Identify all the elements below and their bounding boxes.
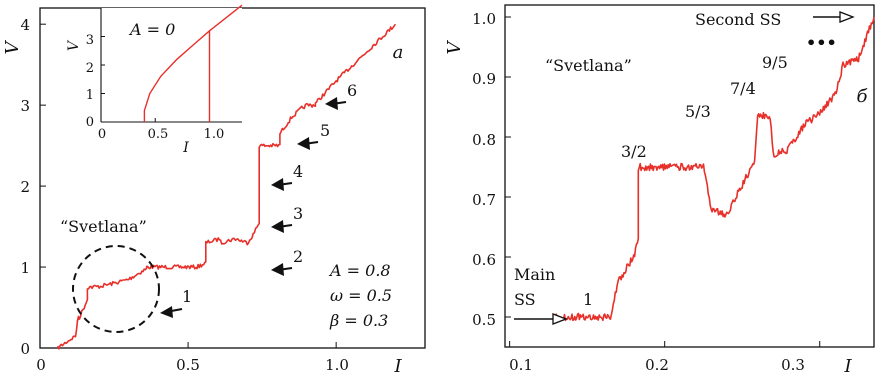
- b-ss-label: SS: [514, 290, 536, 309]
- b-x-tick-label-1: 0.2: [645, 356, 669, 374]
- a-y-tick-label-4: 4: [20, 16, 30, 34]
- a-step-label-2: 2: [293, 247, 303, 266]
- a-param-A: A = 0.8: [328, 261, 391, 280]
- b-x-axis-label: I: [843, 356, 852, 377]
- b-label-7-4: 7/4: [730, 79, 756, 98]
- b-main-label: Main: [514, 265, 555, 284]
- panel-b-ticks: [505, 16, 821, 347]
- inset-x-tick-2: 1.0: [204, 127, 225, 142]
- a-step-label-4: 4: [293, 162, 303, 181]
- a-step-label-3: 3: [293, 204, 303, 223]
- inset-y-label: V: [66, 39, 82, 51]
- a-arrow-3: [271, 220, 293, 233]
- a-step-label-5: 5: [320, 121, 330, 140]
- a-arrow-6: [325, 97, 347, 110]
- inset-chart: 0 0.5 1.0 I 0 1 2 3 V A = 0: [66, 4, 243, 156]
- a-y-axis-label: V: [2, 40, 23, 55]
- a-param-omega: ω = 0.5: [330, 286, 392, 305]
- b-y-tick-label-3: 0.8: [472, 131, 496, 149]
- b-y-tick-label-1: 0.6: [472, 251, 496, 269]
- a-svetlana-label: “Svetlana”: [60, 217, 147, 236]
- inset-x-tick-0: 0: [98, 127, 106, 142]
- a-x-axis-label: I: [393, 356, 402, 377]
- b-y-tick-label-5: 1.0: [472, 10, 496, 28]
- inset-x-label: I: [182, 140, 189, 156]
- inset-x-tick-1: 0.5: [148, 127, 169, 142]
- a-step-label-6: 6: [347, 81, 357, 100]
- a-arrow-4: [271, 178, 293, 191]
- a-arrow-1: [160, 306, 183, 318]
- svetlana-circle: [72, 245, 160, 333]
- panel-b-frame: [504, 4, 875, 348]
- b-label-5-3: 5/3: [685, 102, 711, 121]
- inset-y-tick-1: 1: [86, 88, 94, 103]
- a-x-tick-label-1: 0.5: [176, 356, 200, 374]
- b-label-1: 1: [583, 290, 593, 309]
- b-y-tick-label-2: 0.7: [472, 191, 496, 209]
- a-panel-label: a: [393, 42, 404, 63]
- b-label-9-5: 9/5: [762, 53, 788, 72]
- panel-b: 0.1 0.2 0.3 I 0.5 0.6 0.7 0.8 0.9 1.0 V …: [444, 4, 875, 377]
- b-main-ss-arrow: [514, 313, 568, 325]
- panel-b-series-line: [555, 16, 875, 322]
- b-panel-label: б: [857, 86, 869, 107]
- panel-a-ticks: [40, 23, 337, 348]
- a-y-tick-label-1: 1: [20, 259, 30, 277]
- b-x-tick-label-2: 0.3: [781, 356, 805, 374]
- b-ellipsis: •••: [806, 33, 837, 52]
- a-y-tick-label-3: 3: [20, 97, 30, 115]
- panel-a-series-line: [57, 23, 397, 350]
- b-y-tick-label-4: 0.9: [472, 70, 496, 88]
- inset-y-tick-3: 3: [86, 33, 94, 48]
- a-x-tick-label-2: 1.0: [325, 356, 349, 374]
- a-y-tick-label-0: 0: [20, 340, 30, 358]
- inset-y-tick-2: 2: [86, 61, 94, 76]
- inset-series-line: [143, 4, 243, 122]
- b-y-tick-label-0: 0.5: [472, 311, 496, 329]
- a-step-label-1: 1: [182, 287, 192, 306]
- inset-y-tick-0: 0: [86, 115, 94, 130]
- inset-title: A = 0: [128, 20, 175, 39]
- b-svetlana-label: “Svetlana”: [545, 56, 632, 75]
- a-y-tick-label-2: 2: [20, 178, 30, 196]
- b-y-axis-label: V: [444, 40, 465, 55]
- b-second-ss-arrow: [813, 11, 855, 23]
- b-x-tick-label-0: 0.1: [509, 356, 533, 374]
- a-arrow-2: [271, 263, 293, 276]
- a-arrow-5: [297, 137, 319, 150]
- a-param-beta: β = 0.3: [329, 311, 388, 330]
- b-label-3-2: 3/2: [621, 142, 647, 161]
- panel-a: 0 0.5 1.0 I 0 1 2 3 4 V a “Svetlana” 1 2…: [2, 4, 426, 377]
- a-x-tick-label-0: 0: [36, 356, 46, 374]
- b-second-ss-label: Second SS: [695, 10, 781, 29]
